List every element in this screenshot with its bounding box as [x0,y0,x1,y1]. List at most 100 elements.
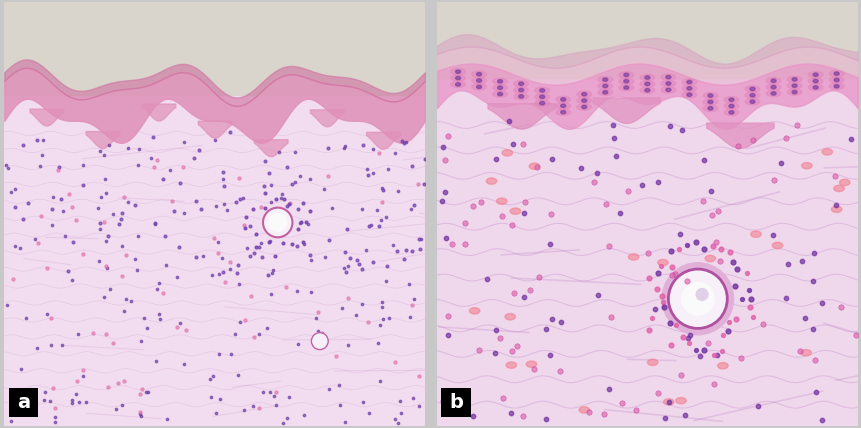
Point [278,284,292,291]
Point [133,408,146,415]
Point [391,419,405,426]
Point [150,157,164,163]
Ellipse shape [579,407,589,413]
Ellipse shape [497,80,502,83]
Ellipse shape [628,254,638,260]
Ellipse shape [707,107,712,110]
Ellipse shape [576,98,591,104]
Point [673,372,687,378]
Point [207,372,220,379]
Point [156,175,170,182]
Point [755,321,769,327]
Point [97,152,111,158]
Point [256,389,269,395]
Ellipse shape [505,314,515,320]
Point [284,241,298,247]
Point [337,145,350,152]
Point [280,163,294,170]
Point [523,286,536,293]
Ellipse shape [839,179,849,186]
Ellipse shape [560,104,565,107]
Point [86,330,100,336]
Ellipse shape [555,109,570,115]
Point [796,314,810,321]
Ellipse shape [750,231,760,238]
Ellipse shape [828,83,843,89]
Point [9,204,22,211]
Point [341,263,355,270]
Point [341,341,355,348]
Ellipse shape [644,76,649,79]
Point [269,219,282,226]
Point [263,291,277,297]
Ellipse shape [703,92,717,99]
Point [22,199,35,206]
Point [349,311,362,318]
Ellipse shape [534,94,549,100]
Point [338,143,351,150]
Ellipse shape [770,79,775,83]
Point [207,235,220,241]
Point [276,419,290,426]
Ellipse shape [486,178,496,184]
Point [341,295,355,302]
Point [739,270,753,276]
Point [615,399,629,406]
Point [47,413,61,420]
Point [231,372,245,378]
Point [488,156,502,163]
Point [211,239,225,246]
Ellipse shape [647,359,657,366]
Point [282,393,296,400]
Point [135,386,149,392]
Point [542,351,556,358]
Point [121,199,135,205]
Point [223,259,237,265]
Ellipse shape [833,72,839,75]
Point [743,304,757,311]
Point [30,345,44,351]
Ellipse shape [791,84,796,87]
Point [152,311,165,318]
Point [487,350,501,357]
Point [440,312,454,319]
Ellipse shape [665,82,670,85]
Point [159,262,173,268]
Point [441,133,455,140]
Point [30,137,44,143]
Ellipse shape [660,87,675,93]
Point [121,145,134,152]
Point [773,160,787,166]
Ellipse shape [639,81,654,87]
Ellipse shape [749,100,754,103]
Point [647,305,661,312]
Point [285,180,299,187]
Point [376,187,390,193]
Ellipse shape [455,76,460,80]
Point [665,271,678,278]
Ellipse shape [707,100,712,104]
Ellipse shape [618,84,633,91]
Point [373,377,387,384]
Ellipse shape [681,92,696,98]
Point [709,351,723,358]
Bar [4,2,424,95]
Ellipse shape [686,86,691,90]
Ellipse shape [539,89,544,92]
Point [99,238,113,244]
Point [315,330,329,336]
Point [220,206,233,213]
Point [33,162,46,169]
Point [696,246,709,253]
Point [16,141,30,148]
Point [293,220,307,226]
Point [665,263,678,270]
Point [71,330,84,337]
Point [488,326,502,333]
Point [303,257,317,264]
Point [814,300,827,307]
Point [362,410,375,417]
Point [140,388,154,395]
Point [355,265,369,272]
Point [218,278,232,285]
